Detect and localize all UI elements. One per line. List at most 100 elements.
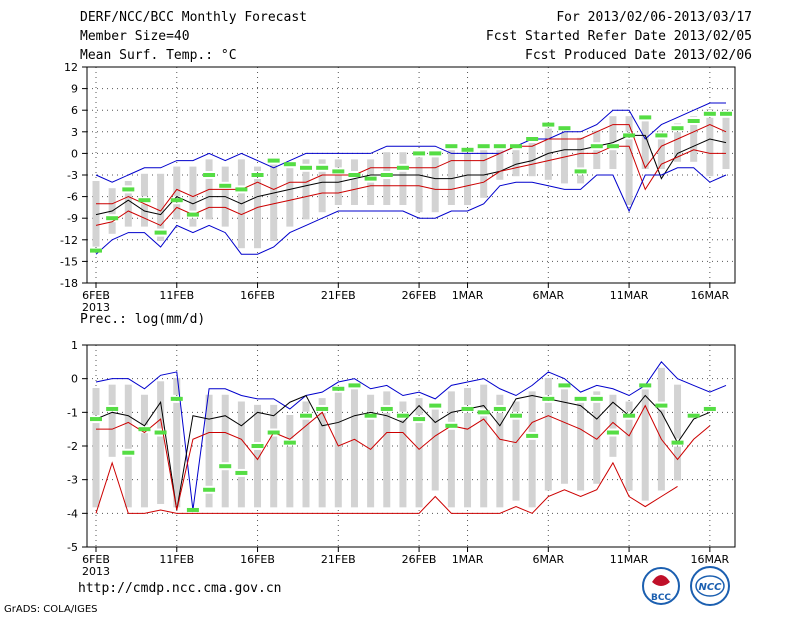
box-upper <box>367 159 375 175</box>
box-upper <box>464 388 472 405</box>
forecast-title: DERF/NCC/BCC Monthly Forecast <box>80 10 307 25</box>
box-lower <box>286 168 294 227</box>
median-mark <box>542 396 555 401</box>
median-mark <box>186 507 199 512</box>
box-lower <box>641 121 649 169</box>
box-upper <box>173 166 181 197</box>
box-lower <box>560 132 568 184</box>
series-lower-line <box>95 145 726 227</box>
y-tick-label: 0 <box>71 147 78 160</box>
box-lower <box>270 164 278 241</box>
median-mark <box>703 406 716 411</box>
box-upper <box>512 401 520 412</box>
box-upper <box>108 188 116 215</box>
panel-title: Prec.: log(mm/d) <box>80 312 205 327</box>
forecast-period: For 2013/02/06-2013/03/17 <box>556 10 752 25</box>
box-upper <box>254 166 262 171</box>
median-mark <box>574 396 587 401</box>
box-upper <box>173 377 181 395</box>
box-lower <box>674 446 682 481</box>
median-mark <box>106 216 119 221</box>
source-url[interactable]: http://cmdp.ncc.cma.gov.cn <box>78 581 282 596</box>
box-lower <box>124 193 132 227</box>
x-tick-label: 6MAR <box>532 553 564 566</box>
box-upper <box>237 401 245 469</box>
box-upper <box>447 391 455 422</box>
median-mark <box>203 173 216 177</box>
series-mean-line <box>95 394 711 511</box>
median-mark <box>542 122 555 127</box>
median-mark <box>332 169 345 174</box>
box-lower <box>92 423 100 508</box>
median-mark <box>526 433 539 438</box>
x-tick-label: 26FEB <box>402 553 437 566</box>
median-mark <box>364 413 377 418</box>
box-lower <box>544 128 552 180</box>
box-lower <box>205 179 213 220</box>
x-year-label: 2013 <box>82 565 110 578</box>
median-mark <box>687 119 700 123</box>
y-tick-label: -3 <box>67 169 78 182</box>
median-mark <box>623 413 636 418</box>
box-upper <box>399 401 407 412</box>
x-tick-label: 6MAR <box>532 289 564 302</box>
median-mark <box>316 165 329 170</box>
box-upper <box>124 181 132 186</box>
box-lower <box>173 204 181 220</box>
median-mark <box>170 396 183 401</box>
median-mark <box>655 133 668 138</box>
median-mark <box>655 403 668 408</box>
box-upper <box>674 123 682 125</box>
box-lower <box>690 125 698 162</box>
box-lower <box>350 179 358 205</box>
box-lower <box>415 423 423 508</box>
box-upper <box>577 137 585 168</box>
ncc-logo-ring <box>695 575 725 597</box>
box-lower <box>399 171 407 205</box>
box-upper <box>334 159 342 168</box>
median-mark <box>429 403 442 408</box>
series-spread-line <box>96 404 711 511</box>
box-upper <box>205 394 213 486</box>
box-lower <box>157 436 165 504</box>
y-tick-label: 0 <box>71 373 78 386</box>
box-lower <box>609 150 617 169</box>
median-mark <box>251 444 264 448</box>
x-tick-label: 26FEB <box>402 289 437 302</box>
box-upper <box>92 388 100 416</box>
box-lower <box>254 179 262 249</box>
box-lower <box>189 218 197 227</box>
grads-credit: GrADS: COLA/IGES <box>4 604 98 615</box>
median-mark <box>590 396 603 401</box>
median-mark <box>510 144 522 149</box>
median-mark <box>186 212 199 217</box>
panel-2: 1 0 -1 -2 -3 -4 -5 6FEB 11FEB 16FEB 21FEB 26FEB 1MAR… <box>67 312 736 578</box>
box-lower <box>447 150 455 205</box>
box-lower <box>270 436 278 508</box>
box-lower <box>108 222 116 234</box>
box-lower <box>512 419 520 501</box>
box-upper <box>383 152 391 171</box>
median-mark <box>316 406 329 411</box>
box-lower <box>480 150 488 198</box>
box-upper <box>657 130 665 132</box>
median-mark <box>461 147 474 152</box>
median-mark <box>283 162 296 167</box>
median-mark <box>623 133 636 138</box>
median-mark <box>364 176 377 181</box>
median-mark <box>671 440 684 445</box>
median-mark <box>574 169 587 174</box>
x-tick-label: 21FEB <box>321 553 356 566</box>
variable-label: Mean Surf. Temp.: °C <box>80 48 237 63</box>
box-upper <box>318 398 326 405</box>
median-mark <box>122 450 135 455</box>
x-tick-label: 11MAR <box>610 289 649 302</box>
box-upper <box>383 391 391 405</box>
median-mark <box>413 417 426 422</box>
box-upper <box>140 394 148 426</box>
box-upper <box>609 394 617 429</box>
median-mark <box>138 198 151 203</box>
median-mark <box>235 470 248 475</box>
median-mark <box>493 406 506 411</box>
